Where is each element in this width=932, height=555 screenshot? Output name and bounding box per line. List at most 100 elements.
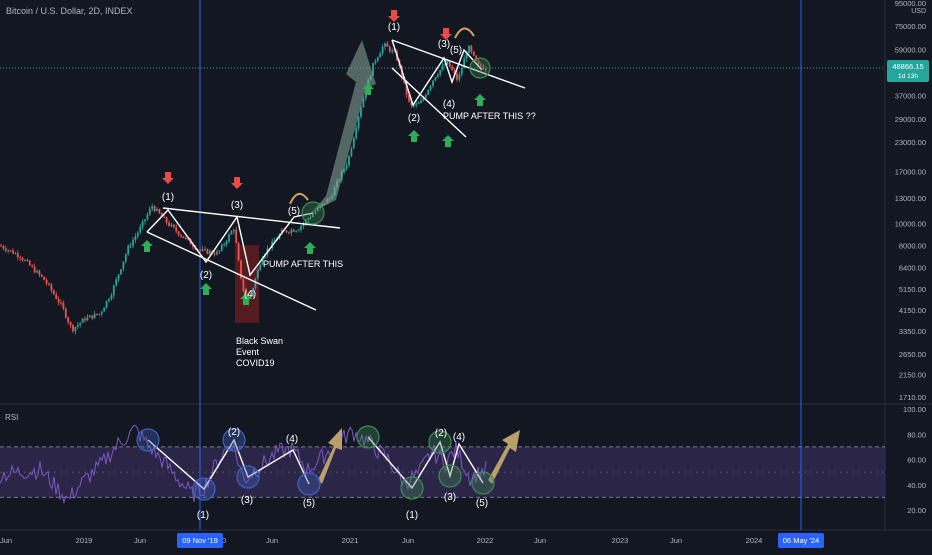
candle-body <box>230 231 233 235</box>
wave-label-price: (3) <box>231 200 243 211</box>
candle-body <box>127 245 130 255</box>
candle-body <box>180 234 182 237</box>
wave-label-price: (3) <box>438 39 450 50</box>
candle-body <box>223 244 226 246</box>
candle-body <box>206 249 209 254</box>
candle-body <box>307 218 310 220</box>
candle-body <box>120 269 122 275</box>
candle-body <box>175 227 178 232</box>
candle-body <box>348 156 350 166</box>
candle-body <box>360 107 362 117</box>
candle-body <box>453 70 456 74</box>
wave-label-price: (2) <box>200 270 212 281</box>
price-tick-label: 37000.00 <box>895 91 926 100</box>
candle-body <box>146 214 149 220</box>
buy-arrow-icon <box>442 135 454 147</box>
candle-body <box>477 60 480 65</box>
candle-body <box>386 43 389 47</box>
candle-body <box>458 74 461 80</box>
candle-body <box>9 250 12 252</box>
candle-body <box>420 100 422 104</box>
sell-arrow-icon <box>440 28 452 40</box>
candle-body <box>312 213 314 218</box>
candle-body <box>350 148 353 157</box>
rsi-circle-blue <box>222 428 246 452</box>
price-tick-label: 17000.00 <box>895 168 926 177</box>
candle-body <box>86 317 89 321</box>
candle-body <box>427 89 430 95</box>
candle-body <box>468 45 470 54</box>
candle-body <box>285 230 288 233</box>
candle-body <box>67 317 70 323</box>
candle-body <box>432 80 434 86</box>
candle-body <box>7 250 10 252</box>
candle-body <box>139 226 142 233</box>
time-tick-label: 2023 <box>612 536 629 545</box>
candle-body <box>456 73 458 80</box>
rsi-circle-blue <box>136 428 160 452</box>
wave-label-rsi: (3) <box>241 495 253 506</box>
candle-body <box>441 65 444 70</box>
candle-body <box>28 260 31 266</box>
candle-body <box>415 103 418 106</box>
candle-body <box>108 299 110 301</box>
candle-body <box>352 138 355 149</box>
candle-body <box>201 249 204 251</box>
candle-body <box>372 62 374 76</box>
time-tick-label: Jun <box>402 536 414 545</box>
time-highlight-left-bg <box>177 533 223 548</box>
candle-body <box>439 69 442 75</box>
candle-body <box>16 253 19 258</box>
candle-body <box>33 266 36 273</box>
sell-arrow-icon <box>231 177 243 189</box>
candle-body <box>184 237 187 239</box>
candle-body <box>52 290 55 295</box>
price-tick-label: 6400.00 <box>899 263 926 272</box>
candle-body <box>302 223 305 227</box>
time-tick-label: 2021 <box>342 536 359 545</box>
candle-body <box>45 280 48 284</box>
countdown-label: 1d 13h <box>898 73 918 80</box>
rsi-tick-label: 40.00 <box>907 481 926 490</box>
candle-body <box>470 45 473 52</box>
candle-body <box>12 250 14 254</box>
rsi-circle-green <box>438 464 462 488</box>
candle-body <box>105 300 108 308</box>
candle-body <box>345 165 348 170</box>
time-highlight-right: 06 May '24 <box>783 536 819 545</box>
candle-body <box>288 232 290 234</box>
wave-label-rsi: (1) <box>406 510 418 521</box>
annotation-pump-question: PUMP AFTER THIS ?? <box>443 111 536 121</box>
wave-label-price: (5) <box>288 206 300 217</box>
buy-arrow-icon <box>200 283 212 295</box>
time-tick-label: 2024 <box>746 536 763 545</box>
price-tick-label: 5150.00 <box>899 285 926 294</box>
candle-body <box>381 46 384 54</box>
candle-body <box>192 244 194 247</box>
arc-1 <box>289 193 309 205</box>
candle-body <box>144 219 146 222</box>
wave-label-price: (1) <box>162 192 174 203</box>
candle-body <box>444 64 446 66</box>
candle-body <box>21 258 24 261</box>
candle-body <box>422 97 425 101</box>
wave-label-rsi: (5) <box>303 498 315 509</box>
wave-label-price: (2) <box>408 113 420 124</box>
candle-body <box>79 322 82 325</box>
rsi-circle-green <box>428 430 452 454</box>
wave-label-rsi: (2) <box>435 428 447 439</box>
price-tick-label: 75000.00 <box>895 22 926 31</box>
buy-arrow-icon <box>304 242 316 254</box>
time-tick-label: Jun <box>534 536 546 545</box>
rsi-band <box>0 446 885 498</box>
candle-body <box>60 302 62 304</box>
candle-body <box>292 229 295 232</box>
candle-body <box>391 50 394 52</box>
candle-body <box>2 246 5 249</box>
price-tick-label: 10000.00 <box>895 220 926 229</box>
candle-body <box>465 53 468 59</box>
chart-title: Bitcoin / U.S. Dollar, 2D, INDEX <box>6 6 133 16</box>
time-highlight-left: 09 Nov '19 <box>182 536 218 545</box>
